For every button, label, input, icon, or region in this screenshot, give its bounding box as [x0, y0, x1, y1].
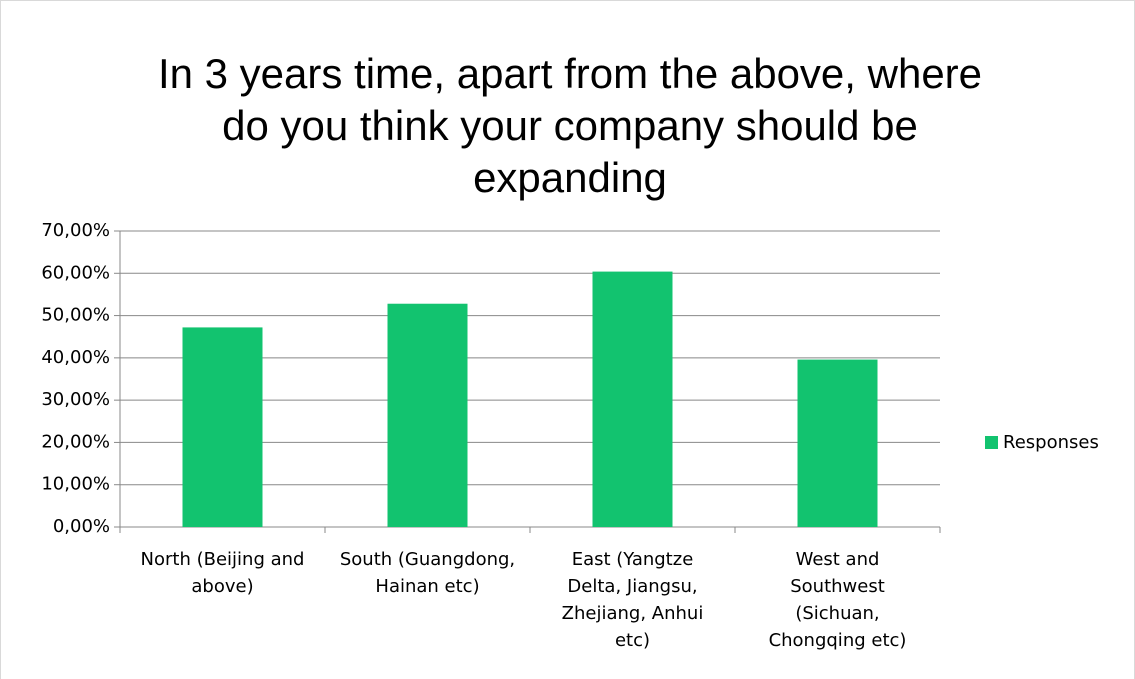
bar [797, 359, 878, 527]
bar [592, 271, 673, 527]
x-tick-label: East (Yangtze Delta, Jiangsu, Zhejiang, … [561, 549, 704, 651]
y-tick-label: 70,00% [41, 220, 110, 241]
legend-label: Responses [1003, 432, 1099, 453]
y-tick-label: 0,00% [53, 516, 110, 537]
y-tick-label: 30,00% [41, 389, 110, 410]
x-tick-label: North (Beijing and above) [140, 549, 305, 597]
y-tick-label: 10,00% [41, 474, 110, 495]
x-tick-label: West and Southwest (Sichuan, Chongqing e… [768, 549, 907, 651]
y-tick-label: 40,00% [41, 347, 110, 368]
y-tick-label: 60,00% [41, 262, 110, 283]
bar [182, 327, 263, 527]
y-tick-label: 50,00% [41, 305, 110, 326]
chart-title: In 3 years time, apart from the above, w… [157, 50, 983, 201]
y-tick-label: 20,00% [41, 431, 110, 452]
legend-swatch [985, 436, 998, 449]
x-tick-label: South (Guangdong, Hainan etc) [339, 549, 516, 597]
bar [387, 303, 468, 527]
